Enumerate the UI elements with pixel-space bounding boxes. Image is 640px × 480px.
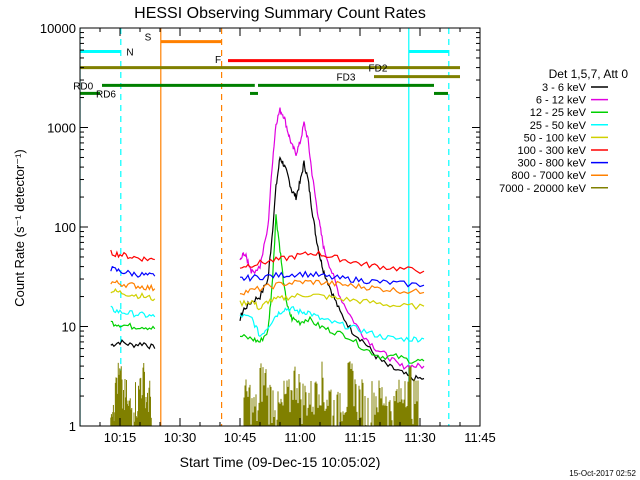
legend-label: 50 - 100 keV: [524, 132, 587, 144]
x-axis-label: Start Time (09-Dec-15 10:05:02): [180, 454, 381, 470]
x-tick-label: 10:30: [164, 430, 197, 445]
series-2: [110, 214, 425, 364]
legend-label: 300 - 800 keV: [518, 158, 587, 170]
y-tick-label: 100: [54, 220, 76, 235]
series-3: [110, 305, 425, 343]
flag-label-4: FD2: [369, 64, 388, 75]
legend-title: Det 1,5,7, Att 0: [549, 67, 629, 81]
x-tick-label: 11:45: [464, 430, 496, 445]
series-line-segment: [110, 305, 156, 318]
series-1: [239, 107, 425, 371]
series-line-segment: [110, 287, 156, 302]
legend-label: 800 - 7000 keV: [511, 170, 586, 182]
flag-label-10: RD6: [96, 89, 116, 100]
y-tick-label: 1000: [47, 121, 76, 136]
series-line-segment: [110, 339, 156, 350]
legend-label: 3 - 6 keV: [542, 82, 587, 94]
flag-label-8: RD0: [73, 81, 93, 92]
chart-title: HESSI Observing Summary Count Rates: [134, 5, 426, 22]
y-tick-label: 1: [69, 419, 76, 434]
legend-label: 25 - 50 keV: [530, 120, 587, 132]
y-axis: 1 10 100 1000 10000: [40, 21, 480, 434]
x-tick-label: 11:00: [284, 430, 316, 445]
series-line-segment: [239, 306, 425, 343]
series-line-segment: [110, 320, 156, 331]
series-line-segment: [239, 107, 425, 371]
series-line-segment: [239, 156, 425, 383]
flag-label-5: FD3: [337, 73, 356, 84]
series-4: [110, 287, 425, 311]
x-tick-label: 11:30: [404, 430, 436, 445]
series-7: [110, 279, 425, 296]
flag-label-3: F: [215, 55, 221, 66]
series-line-segment: [239, 292, 425, 311]
legend-label: 100 - 300 keV: [518, 145, 587, 157]
x-tick-label: 10:15: [104, 430, 137, 445]
series-line-segment: [239, 279, 425, 296]
y-axis-label: Count Rate (s⁻¹ detector⁻¹): [12, 149, 27, 307]
series-line-segment: [239, 250, 425, 274]
y-tick-label: 10: [62, 320, 76, 335]
legend-label: 12 - 25 keV: [530, 107, 587, 119]
x-axis: 10:15 10:30 10:45 11:00 11:15 11:30 11:45: [99, 28, 496, 445]
series-8: [110, 361, 420, 426]
series-6: [110, 265, 425, 288]
y-tick-label: 10000: [40, 21, 76, 36]
footer-timestamp: 15-Oct-2017 02:52: [569, 469, 636, 478]
legend-label: 6 - 12 keV: [536, 95, 587, 107]
flag-label-2: S: [145, 33, 152, 44]
flag-label-0: N: [126, 48, 133, 59]
series-line-segment: [110, 265, 156, 278]
x-tick-label: 10:45: [224, 430, 257, 445]
series-5: [110, 249, 425, 274]
series-line-segment: [240, 270, 425, 288]
legend-label: 7000 - 20000 keV: [499, 183, 587, 195]
series-0: [110, 156, 425, 383]
series-line-segment: [110, 279, 156, 292]
series-line-segment: [239, 214, 425, 364]
x-tick-label: 11:15: [344, 430, 376, 445]
plot-area: [80, 28, 460, 426]
series-line-segment: [110, 249, 155, 263]
